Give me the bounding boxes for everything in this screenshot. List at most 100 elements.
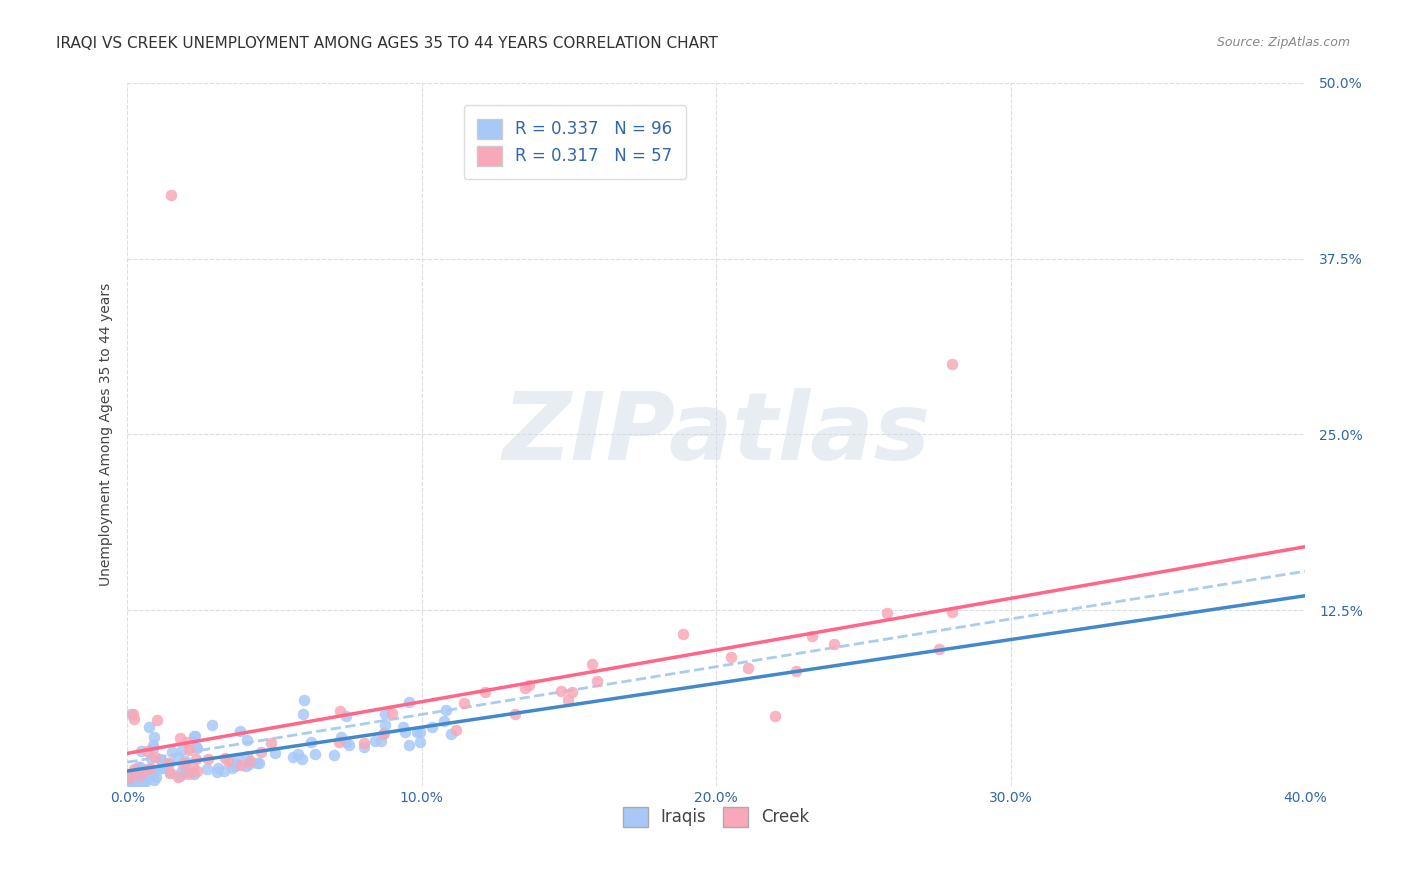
Point bbox=[122, 776, 145, 790]
Point bbox=[131, 776, 153, 790]
Point bbox=[167, 770, 190, 784]
Point bbox=[124, 771, 146, 785]
Point bbox=[364, 734, 387, 748]
Point bbox=[128, 776, 150, 790]
Text: Source: ZipAtlas.com: Source: ZipAtlas.com bbox=[1216, 36, 1350, 49]
Point bbox=[127, 773, 149, 788]
Point bbox=[785, 664, 807, 678]
Point bbox=[328, 734, 350, 748]
Point bbox=[131, 771, 153, 785]
Point bbox=[132, 770, 155, 784]
Point bbox=[236, 733, 259, 747]
Point bbox=[139, 761, 162, 775]
Point bbox=[214, 751, 236, 765]
Point bbox=[433, 714, 456, 728]
Text: IRAQI VS CREEK UNEMPLOYMENT AMONG AGES 35 TO 44 YEARS CORRELATION CHART: IRAQI VS CREEK UNEMPLOYMENT AMONG AGES 3… bbox=[56, 36, 718, 51]
Point bbox=[177, 743, 200, 757]
Point bbox=[143, 750, 166, 764]
Point bbox=[159, 766, 181, 780]
Point bbox=[550, 683, 572, 698]
Point bbox=[221, 761, 243, 775]
Point bbox=[118, 771, 141, 785]
Point bbox=[138, 720, 160, 734]
Point bbox=[876, 606, 898, 620]
Point bbox=[299, 735, 322, 749]
Point bbox=[169, 769, 191, 783]
Point bbox=[125, 765, 148, 780]
Point bbox=[184, 740, 207, 755]
Point bbox=[181, 760, 204, 774]
Point bbox=[801, 629, 824, 643]
Point bbox=[392, 720, 415, 734]
Point bbox=[503, 707, 526, 722]
Point bbox=[197, 752, 219, 766]
Point bbox=[184, 752, 207, 766]
Point bbox=[335, 735, 357, 749]
Point bbox=[145, 770, 167, 784]
Point bbox=[246, 756, 269, 770]
Point bbox=[409, 735, 432, 749]
Point bbox=[557, 693, 579, 707]
Point bbox=[239, 755, 262, 769]
Point bbox=[184, 729, 207, 743]
Point bbox=[157, 756, 180, 771]
Point bbox=[136, 744, 159, 758]
Point bbox=[169, 731, 191, 745]
Point bbox=[737, 661, 759, 675]
Point bbox=[118, 770, 141, 784]
Point bbox=[474, 685, 496, 699]
Point bbox=[517, 678, 540, 692]
Point bbox=[329, 704, 352, 718]
Point bbox=[118, 771, 141, 785]
Point bbox=[205, 765, 228, 780]
Point bbox=[170, 743, 193, 757]
Point bbox=[128, 760, 150, 774]
Point bbox=[585, 673, 607, 688]
Point bbox=[120, 769, 142, 783]
Point bbox=[337, 738, 360, 752]
Point bbox=[322, 748, 344, 763]
Point bbox=[142, 738, 165, 752]
Point bbox=[181, 764, 204, 779]
Point bbox=[132, 772, 155, 787]
Point bbox=[121, 772, 143, 786]
Point bbox=[217, 754, 239, 768]
Point bbox=[281, 749, 304, 764]
Point bbox=[186, 764, 208, 778]
Point bbox=[143, 764, 166, 778]
Y-axis label: Unemployment Among Ages 35 to 44 years: Unemployment Among Ages 35 to 44 years bbox=[100, 283, 114, 586]
Point bbox=[142, 730, 165, 744]
Point bbox=[374, 706, 396, 721]
Point bbox=[150, 761, 173, 775]
Point bbox=[129, 743, 152, 757]
Point bbox=[398, 738, 420, 752]
Point bbox=[177, 767, 200, 781]
Point bbox=[329, 730, 352, 744]
Point bbox=[122, 712, 145, 726]
Point bbox=[138, 762, 160, 776]
Point bbox=[195, 763, 218, 777]
Point bbox=[173, 754, 195, 768]
Point bbox=[292, 693, 315, 707]
Point bbox=[264, 746, 287, 760]
Point bbox=[224, 759, 246, 773]
Point bbox=[183, 729, 205, 743]
Point bbox=[235, 758, 257, 772]
Point bbox=[159, 766, 181, 780]
Point bbox=[941, 357, 963, 371]
Point bbox=[122, 775, 145, 789]
Point bbox=[229, 724, 252, 739]
Point bbox=[201, 718, 224, 732]
Point bbox=[166, 751, 188, 765]
Point bbox=[176, 735, 198, 749]
Point bbox=[172, 756, 194, 771]
Point bbox=[291, 752, 314, 766]
Point bbox=[420, 720, 443, 734]
Point bbox=[353, 736, 375, 750]
Point bbox=[122, 762, 145, 776]
Text: ZIPatlas: ZIPatlas bbox=[502, 388, 931, 481]
Point bbox=[238, 757, 260, 772]
Point bbox=[226, 751, 249, 765]
Point bbox=[157, 756, 180, 770]
Point bbox=[373, 726, 395, 740]
